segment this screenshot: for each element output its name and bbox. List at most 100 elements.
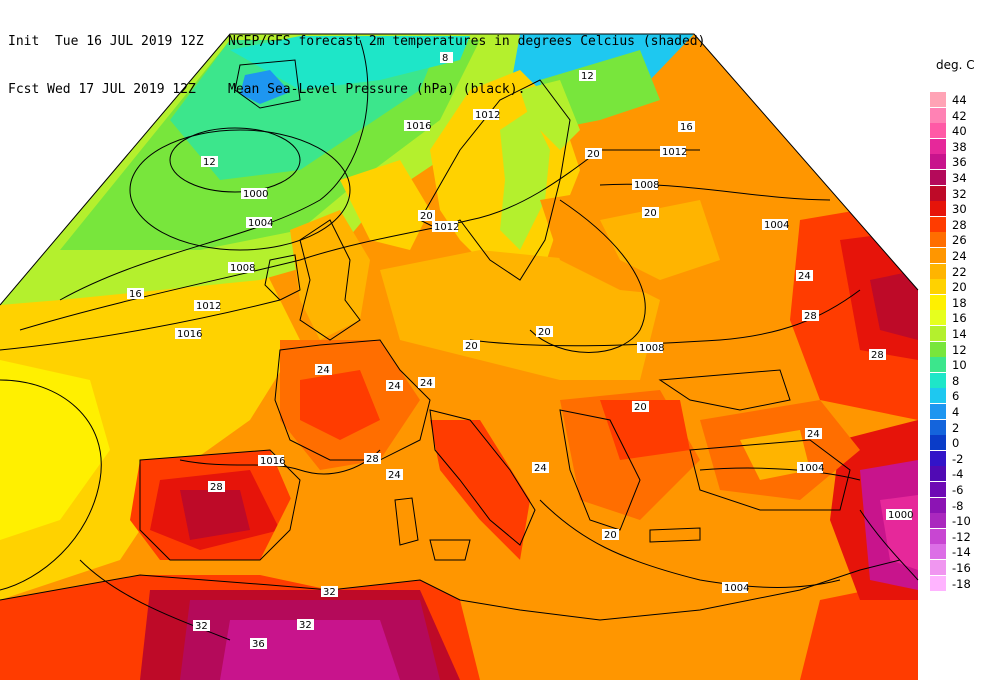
temp-label: 32 (321, 586, 338, 598)
legend-label: 6 (952, 389, 960, 404)
svg-text:32: 32 (323, 587, 336, 598)
legend-label: 28 (952, 217, 967, 232)
isobar-label: 1000 (241, 188, 268, 200)
temp-label: 24 (805, 428, 822, 440)
svg-text:24: 24 (420, 378, 433, 389)
temp-label: 32 (297, 619, 314, 631)
legend-swatch (930, 92, 946, 107)
legend-item: 18 (928, 294, 1000, 310)
legend-item: 38 (928, 138, 1000, 154)
legend-item: 30 (928, 201, 1000, 217)
svg-text:1004: 1004 (799, 463, 824, 474)
isobar-label: 1012 (432, 221, 459, 233)
fcst-label: Fcst Wed 17 JUL 2019 12Z (8, 82, 196, 97)
legend-swatch (930, 388, 946, 404)
legend-swatch (930, 154, 946, 170)
svg-text:1012: 1012 (434, 222, 459, 233)
map-header: Init Tue 16 JUL 2019 12Z NCEP/GFS forecas… (8, 2, 705, 114)
legend-label: 32 (952, 186, 967, 201)
legend-label: 40 (952, 124, 967, 139)
legend-swatch (930, 138, 946, 154)
legend-label: 26 (952, 233, 967, 248)
legend-item: 14 (928, 326, 1000, 341)
legend-label: -16 (952, 561, 971, 575)
isobar-label: 1004 (762, 219, 789, 231)
isobar-label: 1004 (246, 217, 273, 229)
legend-label: 42 (952, 108, 967, 123)
legend-item: 26 (928, 232, 1000, 248)
title-line2: Mean Sea-Level Pressure (hPa) (black). (228, 82, 526, 97)
legend-label: 12 (952, 342, 967, 357)
temp-label: 24 (315, 364, 332, 376)
temp-label: 20 (642, 207, 659, 219)
legend-item: 4 (928, 404, 1000, 419)
svg-text:1004: 1004 (248, 218, 273, 229)
svg-text:24: 24 (388, 381, 401, 392)
legend-label: 16 (952, 311, 967, 326)
temp-label: 28 (208, 481, 225, 493)
svg-text:1012: 1012 (196, 301, 221, 312)
svg-text:1016: 1016 (177, 329, 202, 340)
svg-text:28: 28 (804, 311, 817, 322)
legend-label: -8 (952, 498, 964, 513)
legend-swatch (930, 263, 946, 279)
temp-label: 36 (250, 638, 267, 650)
temperature-labels: 8 12 12 16 20 20 20 24 24 24 28 28 28 32… (127, 52, 886, 650)
svg-text:1004: 1004 (764, 220, 789, 231)
legend-label: -14 (952, 545, 971, 560)
isobar-label: 1012 (194, 300, 221, 312)
svg-text:1000: 1000 (243, 189, 268, 200)
isobars (0, 39, 919, 641)
legend-swatch (930, 528, 946, 544)
legend-item: 2 (928, 419, 1000, 435)
svg-text:24: 24 (807, 429, 820, 440)
svg-text:1008: 1008 (639, 343, 664, 354)
legend-label: 4 (952, 405, 960, 419)
legend-label: 24 (952, 249, 967, 263)
svg-text:12: 12 (581, 71, 594, 82)
legend-item: 16 (928, 310, 1000, 326)
legend-label: 22 (952, 264, 967, 279)
legend-item: -8 (928, 497, 1000, 513)
legend-label: 0 (952, 436, 960, 451)
isobar-label: 1012 (660, 146, 687, 158)
svg-text:1000: 1000 (888, 510, 913, 521)
legend-item: 12 (928, 341, 1000, 357)
isobar-label: 1008 (637, 342, 664, 354)
temp-label: 12 (201, 156, 218, 168)
svg-text:8: 8 (442, 53, 448, 64)
legend-label: 44 (952, 93, 967, 107)
legend-swatch (930, 357, 946, 373)
svg-text:20: 20 (634, 402, 647, 413)
legend-label: -10 (952, 514, 971, 529)
legend-item: 6 (928, 388, 1000, 404)
temp-label: 20 (585, 148, 602, 160)
legend-item: 40 (928, 123, 1000, 139)
svg-text:32: 32 (299, 620, 312, 631)
isobar-label: 1012 (473, 109, 500, 121)
isobar-label: 1004 (722, 582, 749, 594)
legend-item: -2 (928, 450, 1000, 466)
svg-text:28: 28 (210, 482, 223, 493)
legend-item: 8 (928, 372, 1000, 388)
temp-label: 24 (418, 377, 435, 389)
isobar-label: 1016 (258, 455, 285, 467)
legend-swatch (930, 482, 946, 497)
svg-text:20: 20 (587, 149, 600, 160)
svg-text:32: 32 (195, 621, 208, 632)
legend-item: -4 (928, 466, 1000, 482)
legend-swatch (930, 341, 946, 357)
legend-item: 32 (928, 185, 1000, 201)
temp-label: 20 (632, 401, 649, 413)
temp-label: 20 (536, 326, 553, 338)
legend-swatch (930, 326, 946, 341)
legend-swatch (930, 435, 946, 451)
svg-text:16: 16 (680, 122, 693, 133)
legend-label: -12 (952, 529, 971, 544)
legend-swatch (930, 372, 946, 388)
legend-swatch (930, 185, 946, 201)
svg-text:1008: 1008 (230, 263, 255, 274)
